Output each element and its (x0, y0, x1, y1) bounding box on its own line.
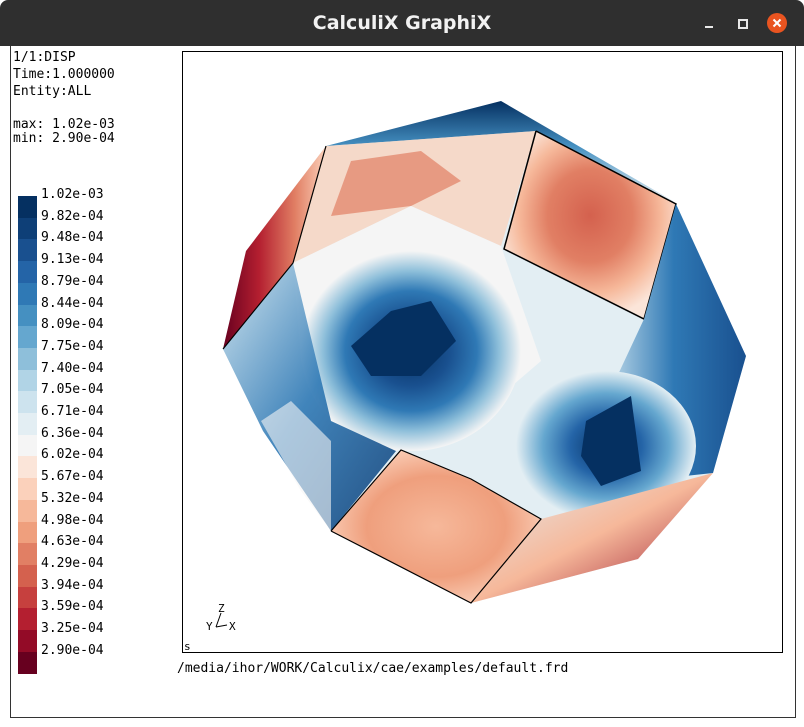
legend-swatch (18, 239, 37, 262)
legend-label: 6.36e-04 (41, 425, 104, 441)
maximize-icon (738, 19, 748, 29)
legend-label: 8.09e-04 (41, 317, 104, 333)
legend-label: 3.25e-04 (41, 621, 104, 636)
max-label: max: 1.02e-03 (13, 117, 115, 132)
legend-swatch (18, 217, 37, 240)
legend-swatch (18, 499, 37, 522)
legend-label: 7.75e-04 (41, 338, 104, 354)
top-band (326, 101, 673, 201)
legend-label: 4.63e-04 (41, 534, 104, 550)
legend-label: 9.48e-04 (41, 230, 104, 246)
bottom-right-face (471, 473, 713, 603)
left-face (223, 146, 326, 349)
z-axis-label: Z (218, 602, 225, 615)
entity-label: Entity:ALL (13, 84, 92, 99)
legend-label: 9.13e-04 (41, 252, 104, 268)
window-title: CalculiX GraphiX (312, 12, 492, 34)
upper-red-streak (331, 151, 461, 216)
legend-swatch (18, 282, 37, 305)
legend-swatch (18, 391, 37, 414)
left-face-edge (222, 145, 327, 350)
legend-label: 7.05e-04 (41, 382, 104, 398)
close-icon (772, 18, 782, 28)
legend-swatch (18, 304, 37, 327)
maximize-button[interactable] (733, 14, 751, 32)
minimize-icon (705, 26, 713, 28)
dataset-label: 1/1:DISP (13, 50, 76, 65)
close-button[interactable] (767, 13, 787, 33)
legend-swatch (18, 630, 37, 652)
lower-left-face (223, 263, 396, 531)
legend-label: 6.71e-04 (41, 404, 104, 419)
lower-left-highlight (261, 401, 331, 531)
legend-label: 2.90e-04 (41, 642, 104, 658)
y-axis-label: Y (206, 620, 213, 633)
x-axis-label: X (229, 620, 236, 633)
min-label: min: 2.90e-04 (13, 131, 115, 146)
legend-swatch (18, 521, 37, 544)
legend-label: 7.40e-04 (41, 360, 104, 376)
legend-label: 8.79e-04 (41, 273, 104, 289)
legend-swatch (18, 564, 37, 587)
legend-swatch (18, 413, 37, 435)
file-path: /media/ihor/WORK/Calculix/cae/examples/d… (177, 661, 569, 676)
view-mark: s (184, 640, 191, 653)
legend-label: 1.02e-03 (41, 187, 104, 202)
legend-label: 4.29e-04 (41, 555, 104, 571)
legend-swatch (18, 586, 37, 609)
graphics-viewport[interactable]: Z Y X (182, 51, 783, 653)
legend-swatch (18, 369, 37, 392)
top-right-face (504, 131, 676, 319)
legend-swatch (18, 608, 37, 631)
center-max-region (351, 301, 456, 376)
right-max-region (581, 396, 641, 486)
axis-triad: Z Y X (206, 602, 236, 633)
legend-swatch (18, 326, 37, 349)
legend-label: 3.59e-04 (41, 599, 104, 615)
title-bar[interactable]: CalculiX GraphiX (0, 0, 804, 46)
legend-label: 6.02e-04 (41, 447, 104, 463)
legend-swatch (18, 456, 37, 479)
fe-model-render[interactable]: Z Y X (183, 52, 782, 652)
minimize-button[interactable] (700, 14, 718, 32)
legend-swatch (18, 196, 37, 218)
legend-label: 8.44e-04 (41, 295, 104, 311)
bottom-face-edge (330, 449, 542, 604)
legend-swatch (18, 478, 37, 501)
z-axis-line (215, 612, 222, 628)
legend-label: 5.32e-04 (41, 490, 104, 506)
time-label: Time:1.000000 (13, 67, 115, 82)
legend-swatch (18, 261, 37, 284)
legend-swatch (18, 434, 37, 457)
bottom-face (331, 450, 541, 603)
x-axis-line (215, 624, 228, 628)
legend-swatch (18, 543, 37, 566)
legend-label: 4.98e-04 (41, 512, 104, 528)
legend-swatch (18, 347, 37, 370)
legend-swatch (18, 651, 37, 674)
legend-label: 9.82e-04 (41, 208, 104, 224)
legend-label: 5.67e-04 (41, 469, 104, 485)
legend-label: 3.94e-04 (41, 577, 104, 593)
